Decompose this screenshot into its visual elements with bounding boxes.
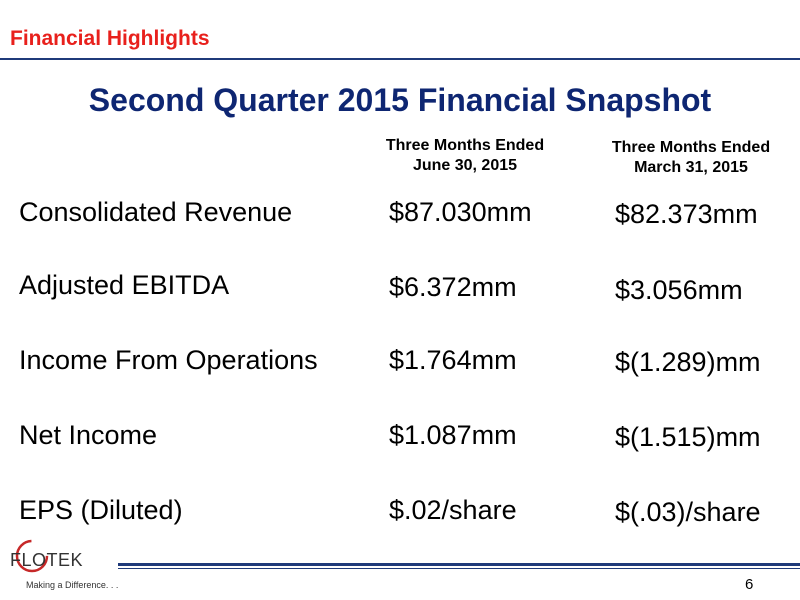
value-ebitda-march: $3.056mm	[615, 275, 743, 305]
logo-wordmark: FLOTEK	[10, 550, 84, 570]
column-header-june: Three Months Ended June 30, 2015	[365, 136, 565, 176]
value-eps-june: $.02/share	[389, 495, 517, 525]
logo-tagline: Making a Difference. . .	[26, 580, 119, 590]
company-logo: FLOTEK Making a Difference. . .	[4, 536, 164, 596]
column-header-march-line1: Three Months Ended	[611, 139, 771, 156]
value-revenue-march: $82.373mm	[615, 199, 758, 229]
row-label-net-income: Net Income	[19, 420, 158, 450]
header-divider	[0, 58, 800, 60]
section-label: Financial Highlights	[10, 27, 210, 50]
column-header-march: Three Months Ended March 31, 2015	[591, 138, 791, 178]
row-label-ebitda: Adjusted EBITDA	[19, 270, 230, 300]
slide-title: Second Quarter 2015 Financial Snapshot	[88, 82, 712, 118]
footer-divider-thin	[118, 568, 800, 569]
value-net-income-june: $1.087mm	[389, 420, 517, 450]
value-operations-march: $(1.289)mm	[615, 347, 761, 377]
column-header-june-line2: June 30, 2015	[412, 157, 518, 174]
logo-ring-icon	[15, 539, 49, 573]
row-label-eps: EPS (Diluted)	[19, 495, 183, 525]
value-eps-march: $(.03)/share	[615, 497, 761, 527]
value-net-income-march: $(1.515)mm	[615, 422, 761, 452]
row-label-revenue: Consolidated Revenue	[19, 197, 293, 227]
column-header-june-line1: Three Months Ended	[385, 137, 545, 154]
footer-divider	[118, 563, 800, 566]
value-revenue-june: $87.030mm	[389, 197, 532, 227]
value-operations-june: $1.764mm	[389, 345, 517, 375]
row-label-operations: Income From Operations	[19, 345, 318, 375]
column-header-march-line2: March 31, 2015	[634, 159, 748, 176]
page-number: 6	[745, 576, 754, 593]
value-ebitda-june: $6.372mm	[389, 272, 517, 302]
